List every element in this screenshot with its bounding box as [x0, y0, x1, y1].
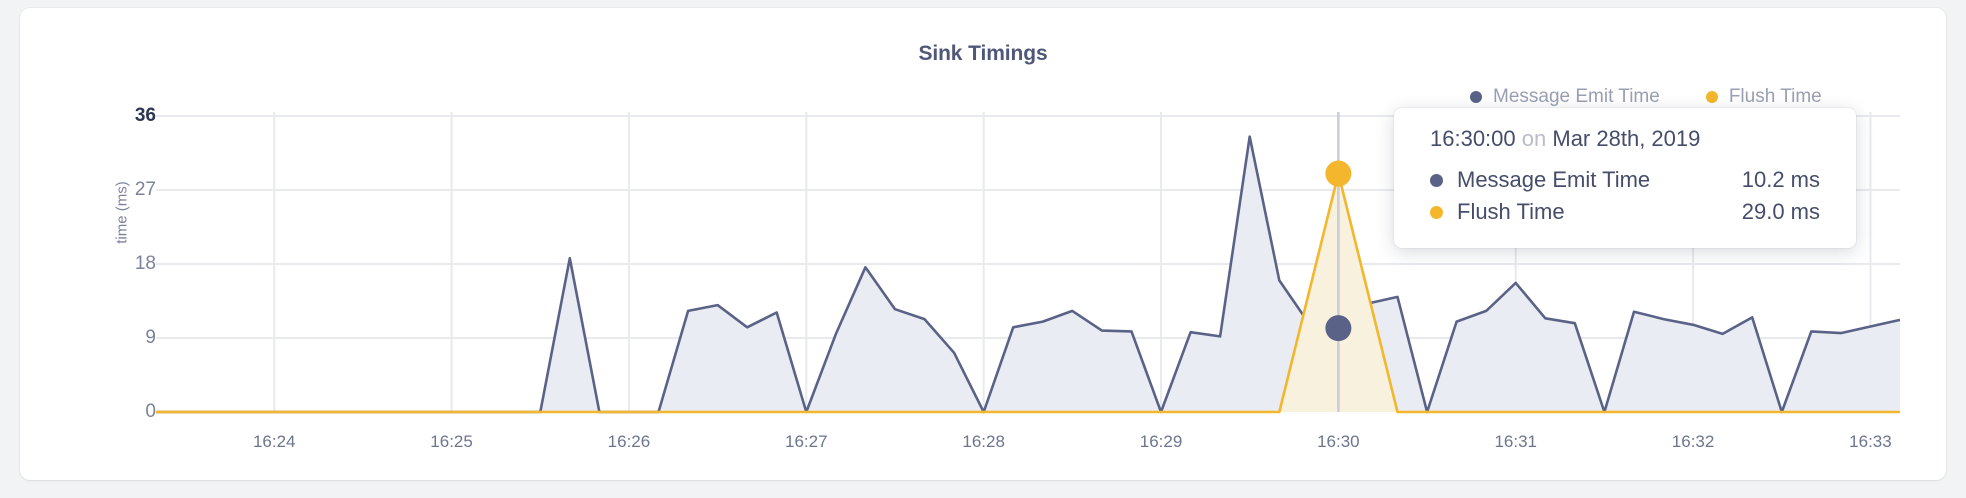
tooltip-rows: Message Emit Time 10.2 ms Flush Time 29.0 m… — [1430, 164, 1820, 228]
series-area — [156, 136, 1900, 412]
series-line — [156, 135, 1901, 414]
y-tick-label: 0 — [145, 401, 156, 422]
x-tick-label: 16:27 — [785, 432, 828, 451]
x-tick-label: 16:25 — [430, 432, 473, 451]
tooltip-time: 16:30:00 — [1430, 126, 1516, 151]
tooltip-series-dot-icon — [1430, 205, 1443, 219]
x-tick-label: 16:32 — [1671, 432, 1715, 451]
legend-dot-icon — [1705, 91, 1718, 103]
legend-item[interactable]: Message Emit Time — [1470, 86, 1660, 108]
x-tick-label: 16:28 — [962, 432, 1005, 451]
y-tick-label: 18 — [134, 253, 156, 274]
tooltip-series-name: Flush Time — [1457, 199, 1565, 224]
tooltip-series-value: 29.0 ms — [1741, 199, 1820, 224]
x-tick-label: 16:31 — [1494, 432, 1537, 451]
tooltip-date: Mar 28th, 2019 — [1552, 126, 1701, 151]
legend-label: Message Emit Time — [1493, 86, 1660, 107]
x-tick-label: 16:33 — [1849, 432, 1892, 451]
chart-legend[interactable]: Message Emit Time Flush Time — [1470, 86, 1822, 108]
chart-card: Sink Timings time (ms) 0 9 18 27 36 16:24 16:… — [20, 8, 1946, 480]
tooltip-row: Message Emit Time 10.2 ms — [1430, 164, 1820, 196]
legend-dot-icon — [1470, 91, 1482, 103]
hover-point-flush[interactable] — [1325, 160, 1352, 187]
legend-label: Flush Time — [1728, 86, 1822, 107]
y-tick-label: 36 — [134, 105, 156, 126]
tooltip-on-word: on — [1521, 126, 1547, 151]
x-tick-label: 16:29 — [1139, 432, 1183, 451]
y-tick-label: 27 — [134, 179, 156, 200]
chart-tooltip: 16:30:00 on Mar 28th, 2019 Message Emit … — [1394, 108, 1856, 248]
tooltip-series-value: 10.2 ms — [1741, 167, 1820, 192]
y-axis-ticks: 0 9 18 27 36 — [38, 8, 156, 480]
legend-item[interactable]: Flush Time — [1705, 86, 1822, 108]
tooltip-series-name: Message Emit Time — [1457, 167, 1651, 192]
tooltip-row: Flush Time 29.0 ms — [1430, 196, 1820, 228]
y-tick-label: 9 — [145, 327, 156, 348]
page-title: Sink Timings — [918, 42, 1048, 65]
tooltip-header: 16:30:00 on Mar 28th, 2019 — [1430, 126, 1820, 152]
x-tick-label: 16:30 — [1317, 432, 1360, 451]
x-tick-label: 16:24 — [252, 432, 296, 451]
hover-point-emit[interactable] — [1325, 315, 1352, 342]
x-tick-label: 16:26 — [607, 432, 651, 451]
tooltip-series-dot-icon — [1430, 173, 1443, 187]
